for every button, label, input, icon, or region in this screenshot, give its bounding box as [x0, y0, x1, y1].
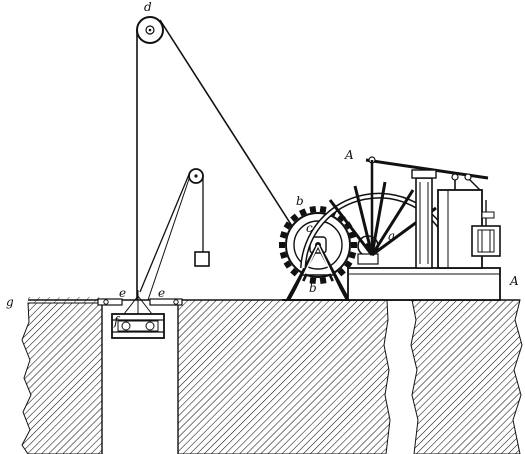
engine-bed-A	[347, 267, 501, 301]
figure-labels: d A A a b b c e e f g	[6, 0, 519, 328]
drum-rope	[159, 19, 293, 227]
label-a: a	[388, 229, 395, 243]
counterweight-pulley	[188, 168, 210, 267]
label-e-left: e	[119, 286, 126, 300]
gear-tooth	[348, 251, 357, 259]
label-A-right: A	[509, 274, 519, 288]
label-e-right: e	[158, 286, 165, 300]
gear-tooth	[344, 260, 353, 269]
label-f: f	[113, 314, 121, 328]
ground-right	[410, 299, 523, 454]
gear-tooth	[309, 277, 317, 284]
gear-tooth	[279, 251, 288, 259]
ground-middle	[177, 299, 391, 454]
counterweight-rope	[139, 171, 191, 293]
label-b-bottom: b	[309, 281, 317, 295]
hoisting-ropes	[136, 19, 293, 301]
ground-section	[21, 297, 523, 454]
gear-tooth	[290, 267, 299, 277]
gear-tooth	[351, 242, 357, 248]
head-pulley-d	[136, 16, 164, 44]
ground-left	[21, 302, 103, 454]
engine-column	[415, 177, 433, 269]
gear-tooth	[309, 206, 317, 213]
shaft-plank-right	[149, 298, 183, 306]
gear-tooth	[283, 221, 292, 230]
gear-tooth	[337, 267, 346, 277]
gear-tooth	[283, 260, 292, 269]
gear-tooth	[299, 208, 307, 217]
label-A-top: A	[344, 148, 354, 162]
shaft-plank-left	[97, 298, 123, 306]
gear-teeth	[279, 206, 357, 284]
gear-tooth	[319, 206, 327, 213]
gear-tooth	[319, 277, 327, 284]
label-d: d	[144, 0, 152, 14]
gear-tooth	[279, 242, 285, 248]
mine-shaft	[97, 290, 183, 454]
steam-engine	[300, 156, 501, 301]
gear-tooth	[279, 231, 288, 239]
label-b-top: b	[296, 194, 304, 208]
counterweight	[194, 251, 210, 267]
hoisting-cage	[111, 290, 165, 339]
gear-tooth	[290, 213, 299, 223]
label-g: g	[6, 295, 14, 309]
label-c: c	[306, 221, 313, 235]
